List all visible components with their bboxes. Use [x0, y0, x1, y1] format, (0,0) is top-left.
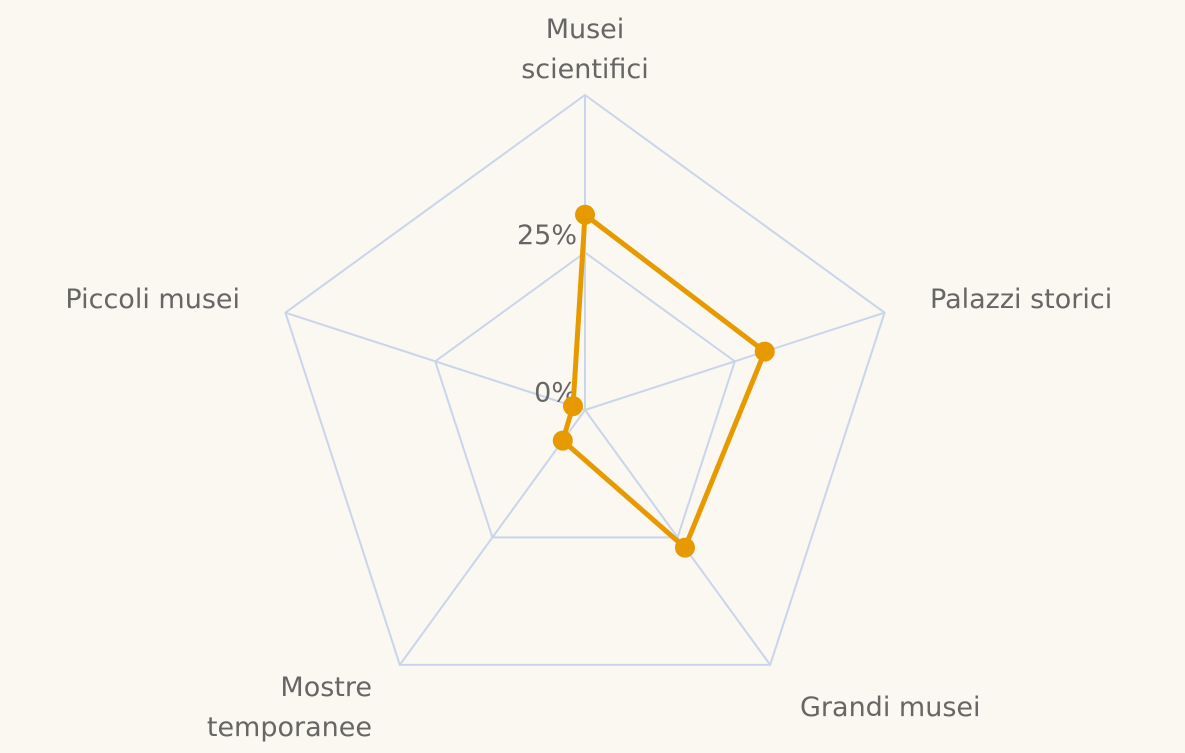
- category-label: Palazzi storici: [930, 284, 1113, 315]
- point: [575, 204, 595, 225]
- category-label: Grandi musei: [800, 692, 981, 723]
- point: [563, 396, 584, 417]
- point: [674, 537, 695, 558]
- point: [754, 341, 775, 362]
- point: [552, 430, 573, 451]
- category-label: Mostre temporanee: [206, 672, 372, 743]
- grid-ring: [284, 93, 886, 666]
- grid-ring: [434, 251, 736, 539]
- r-tick-label: 25%: [517, 220, 577, 251]
- spoke: [584, 311, 885, 411]
- spoke: [285, 311, 586, 411]
- category-label: Piccoli musei: [65, 284, 240, 315]
- series-line: [560, 212, 768, 551]
- category-label: Musei scientifici: [521, 14, 649, 85]
- spoke: [399, 409, 586, 666]
- spoke: [584, 409, 771, 666]
